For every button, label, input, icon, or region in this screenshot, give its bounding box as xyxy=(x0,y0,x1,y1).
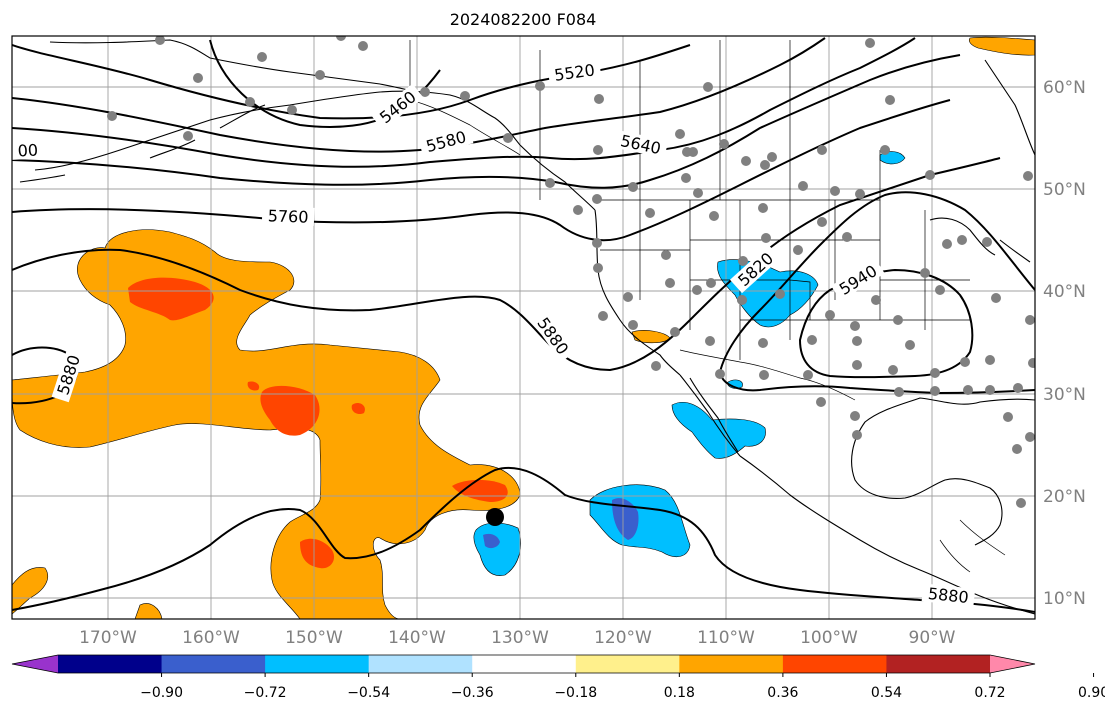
red-region-1 xyxy=(128,277,214,321)
lon-label-120w: 120°W xyxy=(594,628,652,648)
longitude-labels: 170°W 160°W 150°W 140°W 130°W 120°W 110°… xyxy=(79,628,956,648)
red-region-5 xyxy=(300,538,335,569)
colorbar-tick-label: 0.36 xyxy=(767,685,798,701)
lon-label-140w: 140°W xyxy=(388,628,446,648)
station-dots xyxy=(107,36,1035,508)
contour-5760 xyxy=(12,99,951,242)
lat-label-50n: 50°N xyxy=(1043,180,1086,200)
lon-label-150w: 150°W xyxy=(285,628,343,648)
lat-label-10n: 10°N xyxy=(1043,589,1086,609)
orange-region-southwest xyxy=(134,603,163,619)
aleutians xyxy=(19,104,266,183)
orange-region-alaska xyxy=(968,36,1035,56)
orange-region-central-pacific xyxy=(12,229,521,619)
red-region-3 xyxy=(247,381,260,391)
lon-label-170w: 170°W xyxy=(79,628,137,648)
mexico-west-coast xyxy=(739,455,1035,615)
lon-label-160w: 160°W xyxy=(182,628,240,648)
red-region-2 xyxy=(260,385,320,436)
colorbar-segment xyxy=(679,655,784,673)
colorbar-tick-label: −0.90 xyxy=(140,685,183,701)
colorbar-ticks: −0.90 −0.72 −0.54 −0.36 −0.18 0.18 0.36 0.54 0.7… xyxy=(140,673,1105,701)
map-frame xyxy=(11,35,1036,620)
red-region-6 xyxy=(452,479,508,502)
blue-region-baja xyxy=(671,401,766,459)
royal-blue-region-1 xyxy=(612,498,639,540)
colorbar-segment xyxy=(368,655,473,673)
colorbar-tick-label: −0.72 xyxy=(244,685,287,701)
colorbar-segment xyxy=(886,655,991,673)
colorbar-extend-min xyxy=(12,655,58,673)
red-region-4 xyxy=(351,402,365,415)
latitude-labels: 60°N 50°N 40°N 30°N 20°N 10°N xyxy=(1043,78,1086,609)
colorbar-tick-label: 0.54 xyxy=(871,685,902,701)
lon-label-100w: 100°W xyxy=(800,628,858,648)
colorbar-tick-label: 0.72 xyxy=(974,685,1005,701)
colorbar-extend-max xyxy=(990,655,1035,673)
colorbar-tick-label: 0.18 xyxy=(664,685,695,701)
royal-blue-region-2 xyxy=(483,533,500,549)
strong-positive-anomaly-fields xyxy=(128,277,508,569)
lon-label-90w: 90°W xyxy=(909,628,956,648)
colorbar-segment xyxy=(265,655,370,673)
gulf-of-mexico xyxy=(851,397,1035,546)
contour-5640 xyxy=(12,37,916,168)
great-lakes xyxy=(929,217,1031,263)
west-coast-us xyxy=(594,209,681,376)
map-panel: 5520 5460 5580 5640 00 xyxy=(11,35,1036,620)
lat-label-30n: 30°N xyxy=(1043,385,1086,405)
colorbar: −0.90 −0.72 −0.54 −0.36 −0.18 0.18 0.36 0.54 0.7… xyxy=(11,654,1105,701)
colorbar-segment xyxy=(58,655,163,673)
alaska-canada-border xyxy=(409,40,521,156)
central-america xyxy=(939,519,1006,573)
colorbar-tick-label: −0.36 xyxy=(451,685,494,701)
colorbar-tick-label: 0.90 xyxy=(1078,685,1105,701)
positive-anomaly-fields xyxy=(12,36,1035,619)
baja-california xyxy=(679,374,741,457)
canada-provinces xyxy=(539,40,791,200)
contour-5700 xyxy=(12,54,961,189)
lat-label-40n: 40°N xyxy=(1043,282,1086,302)
alaska-coast xyxy=(34,90,521,171)
storm-center-marker xyxy=(486,508,504,526)
colorbar-segment xyxy=(782,655,887,673)
contour-label-5760: 5760 xyxy=(267,206,308,226)
lat-label-60n: 60°N xyxy=(1043,78,1086,98)
colorbar-tick-label: −0.18 xyxy=(554,685,597,701)
hudson-bay xyxy=(984,59,1035,156)
colorbar-outline xyxy=(11,654,1036,674)
map-title: 2024082200 F084 xyxy=(450,10,597,29)
colorbar-segment xyxy=(472,655,577,673)
colorbar-segment xyxy=(161,655,266,673)
strong-negative-anomaly-fields xyxy=(483,498,639,549)
contour-5880-south xyxy=(12,466,1035,613)
colorbar-tick-label: −0.54 xyxy=(347,685,390,701)
lon-label-130w: 130°W xyxy=(491,628,549,648)
colorbar-segment xyxy=(575,655,680,673)
lon-label-110w: 110°W xyxy=(697,628,755,648)
contour-label-edge: 00 xyxy=(17,140,38,160)
colorbar-segments xyxy=(12,655,1035,673)
lat-label-20n: 20°N xyxy=(1043,487,1086,507)
coastlines xyxy=(19,39,1035,615)
contour-label-5880-south: 5880 xyxy=(927,584,969,607)
